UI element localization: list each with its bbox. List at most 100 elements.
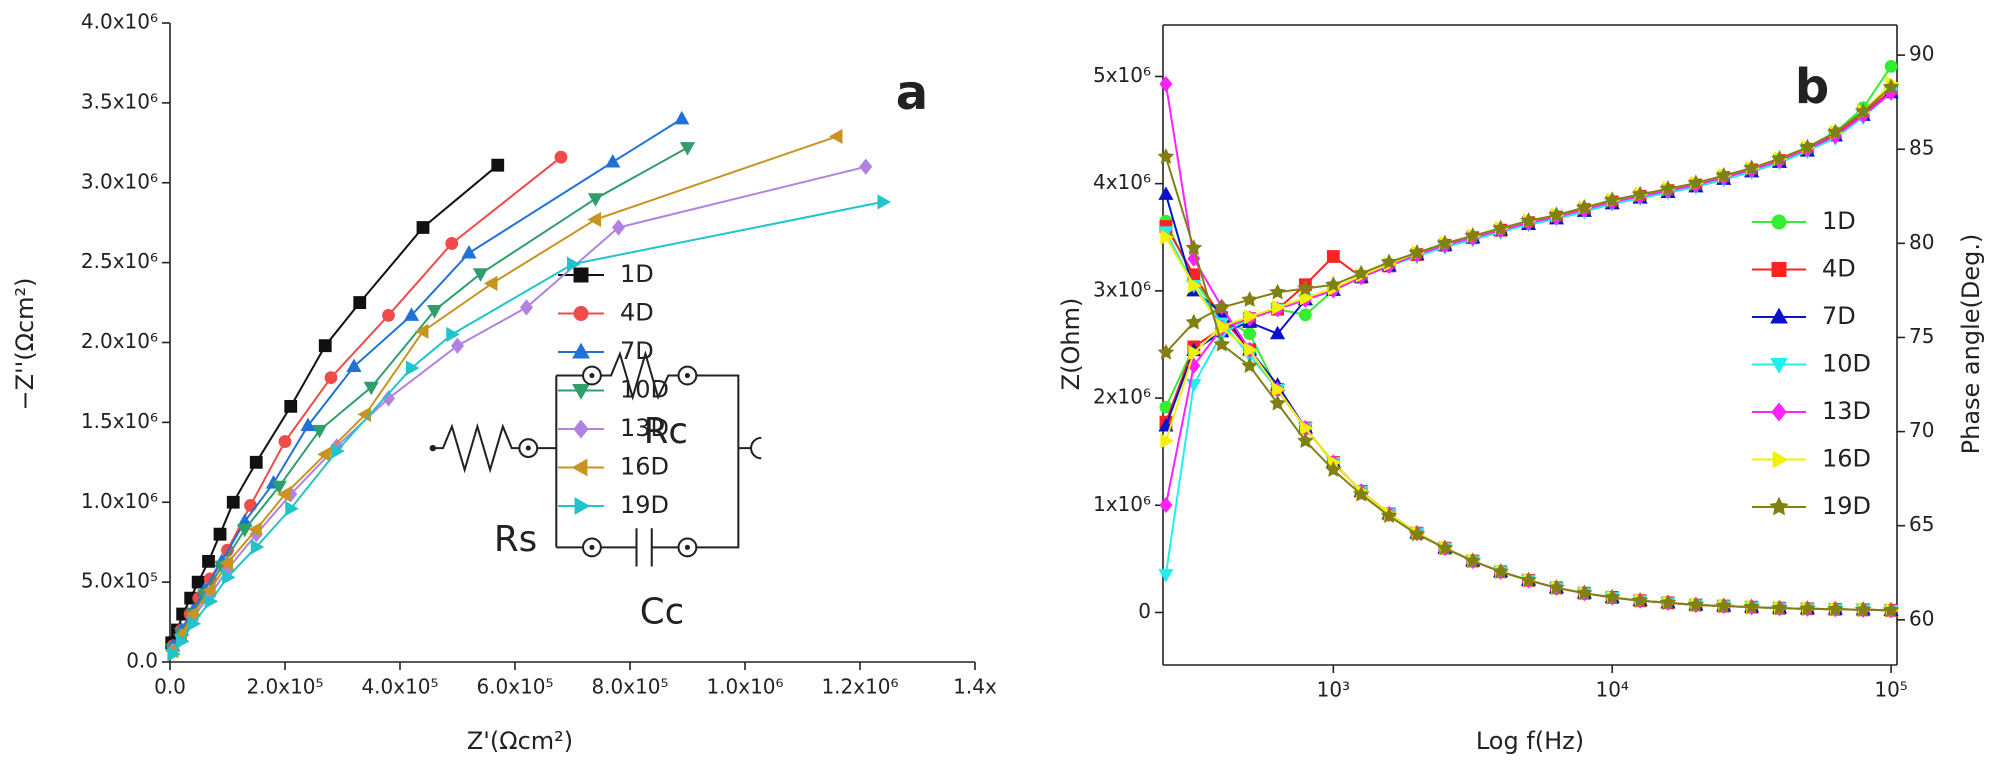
phase-marker <box>1188 344 1202 361</box>
circuit-node-dot <box>589 372 595 379</box>
capacitor-cc <box>600 528 679 567</box>
point-marker <box>1436 539 1454 556</box>
phase-marker <box>1272 299 1286 315</box>
point-marker <box>382 308 395 322</box>
circuit-node-dot <box>589 544 595 550</box>
phase-marker <box>1326 250 1340 263</box>
point-marker <box>1799 600 1816 616</box>
point-marker <box>1352 485 1370 502</box>
legend-marker <box>1771 262 1787 277</box>
phase-marker <box>1244 309 1258 325</box>
point-marker <box>1160 229 1174 245</box>
point-marker <box>1659 594 1677 610</box>
point-marker <box>1771 599 1788 616</box>
point-marker <box>445 237 459 250</box>
legend-label: 1D <box>620 260 654 288</box>
panel-letter: b <box>1795 59 1829 115</box>
legend-label: 1D <box>1822 207 1856 235</box>
point-marker <box>237 523 253 538</box>
point-marker <box>416 221 430 234</box>
point-marker <box>222 569 236 585</box>
phase-marker <box>1882 78 1900 95</box>
x-tick-label: 10⁴ <box>1595 678 1628 702</box>
point-marker <box>1185 239 1203 256</box>
point-marker <box>363 381 379 396</box>
x-tick-label: 4.0x10⁵ <box>361 675 438 699</box>
point-marker <box>1297 432 1314 448</box>
point-marker <box>519 299 534 316</box>
point-marker <box>346 358 362 372</box>
point-marker <box>248 521 262 537</box>
point-marker <box>202 554 215 568</box>
y2-tick-label: 75 <box>1909 324 1934 348</box>
circuit-inset: Rs Rc Cc <box>429 350 762 633</box>
phase-line <box>1164 65 1892 408</box>
y-tick-label: 2.0x10⁶ <box>81 329 158 353</box>
y-tick-label: 3.0x10⁶ <box>81 169 158 193</box>
point-marker <box>1464 552 1482 569</box>
point-marker <box>472 268 489 282</box>
point-marker <box>1243 327 1257 341</box>
phase-line <box>1164 90 1892 423</box>
circuit-wire <box>537 374 584 549</box>
point-marker <box>1854 601 1872 617</box>
y2-tick-label: 80 <box>1909 230 1934 254</box>
point-marker <box>1827 600 1844 617</box>
phase-marker <box>1884 60 1898 73</box>
y-tick-label: 0.0 <box>126 649 158 673</box>
point-marker <box>1158 186 1174 200</box>
point-marker <box>587 211 601 228</box>
point-marker <box>167 646 181 662</box>
phase-marker <box>1159 496 1173 514</box>
legend-label: 10D <box>1822 350 1871 378</box>
legend-label: 13D <box>620 414 669 442</box>
phase-marker <box>1299 290 1314 306</box>
point-marker <box>1492 563 1509 579</box>
point-marker <box>250 539 265 555</box>
point-marker <box>1743 598 1760 615</box>
y-tick-label: 4.0x10⁶ <box>81 10 158 34</box>
point-marker <box>587 193 604 207</box>
x-tick-label: 1.0x10⁶ <box>706 675 783 699</box>
legend-marker <box>1770 358 1788 374</box>
point-marker <box>554 150 568 164</box>
point-marker <box>406 360 420 376</box>
point-marker <box>414 323 429 339</box>
point-marker <box>674 110 690 125</box>
point-marker <box>483 275 498 291</box>
series-line <box>172 165 867 652</box>
legend-label: 16D <box>620 453 669 481</box>
legend-label: 19D <box>1822 492 1871 520</box>
circuit-node-dot <box>684 544 690 550</box>
legend-marker <box>1772 450 1789 469</box>
legend-marker <box>1771 214 1787 230</box>
phase-marker <box>1715 166 1733 183</box>
point-marker <box>605 153 621 168</box>
phase-marker <box>1659 180 1677 196</box>
phase-marker <box>1827 123 1844 140</box>
point-marker <box>1882 601 1900 618</box>
series-line <box>172 146 688 650</box>
y-tick-label: 1.0x10⁶ <box>81 489 158 513</box>
x-axis-title: Z'(Ωcm²) <box>467 727 573 755</box>
phase-marker <box>1241 291 1258 307</box>
point-marker <box>1631 591 1649 608</box>
point-marker <box>202 582 216 598</box>
phase-marker <box>1799 138 1816 155</box>
point-marker <box>213 527 227 541</box>
phase-marker <box>1185 313 1203 330</box>
point-marker <box>278 435 292 448</box>
point-marker <box>567 256 581 272</box>
legend-label: 16D <box>1822 445 1871 473</box>
resistor-rs <box>432 422 520 474</box>
point-marker <box>1576 584 1593 601</box>
point-marker <box>331 443 345 459</box>
point-marker <box>877 194 892 210</box>
y-tick-label: 3.5x10⁶ <box>81 89 158 113</box>
y-axis-title: Z(Ohm) <box>1057 298 1085 391</box>
x-tick-label: 0.0 <box>154 675 186 699</box>
point-marker <box>204 593 219 609</box>
y-tick-label: 1.5x10⁶ <box>81 409 158 433</box>
phase-marker <box>1213 298 1231 315</box>
legend-label: 7D <box>1822 302 1856 330</box>
